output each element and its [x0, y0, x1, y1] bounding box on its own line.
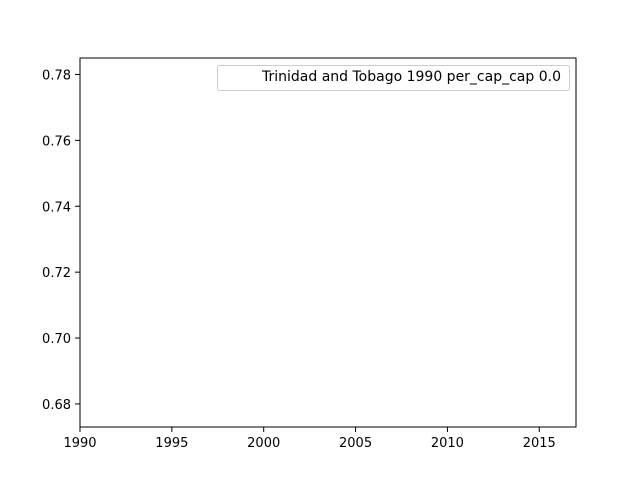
x-tick-label: 2015: [523, 436, 556, 451]
y-tick-label: 0.76: [42, 134, 71, 149]
y-tick-label: 0.70: [42, 332, 71, 347]
x-tick-label: 1995: [155, 436, 188, 451]
x-axis: 1990 1995 2000 2005 2010 2015: [63, 427, 556, 451]
x-tick-label: 1990: [63, 436, 96, 451]
y-tick-label: 0.78: [42, 68, 71, 83]
x-tick-label: 2005: [339, 436, 372, 451]
y-tick-label: 0.74: [42, 200, 71, 215]
x-tick-label: 2010: [431, 436, 464, 451]
plot-frame: [79, 57, 577, 428]
legend-box: [217, 65, 570, 91]
y-axis: 0.68 0.70 0.72 0.74 0.76 0.78: [42, 68, 80, 413]
y-tick-label: 0.72: [42, 266, 71, 281]
legend: Trinidad and Tobago 1990 per_cap_cap 0.0: [217, 65, 570, 91]
legend-entry-label: Trinidad and Tobago 1990 per_cap_cap 0.0: [261, 69, 561, 85]
y-tick-label: 0.68: [42, 398, 71, 413]
x-tick-label: 2000: [247, 436, 280, 451]
